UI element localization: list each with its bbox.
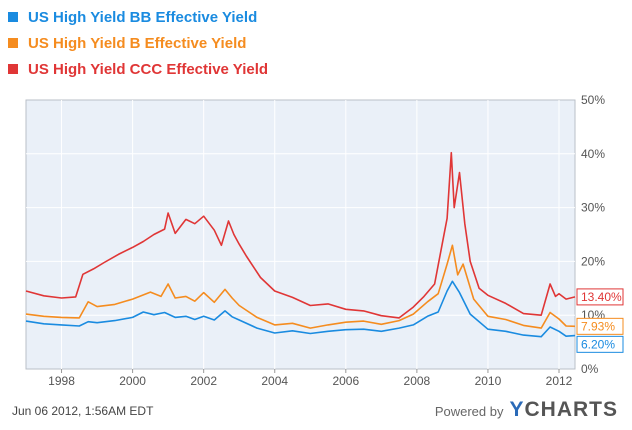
- y-tick-label: 40%: [581, 147, 605, 161]
- x-tick-label: 2002: [190, 374, 217, 388]
- powered-by-ycharts[interactable]: Powered by YCHARTS: [435, 398, 618, 422]
- ycharts-logo: YCHARTS: [509, 398, 618, 422]
- legend-label-b: US High Yield B Effective Yield: [28, 34, 247, 52]
- last-value-label-1: 7.93%: [581, 319, 615, 333]
- legend-label-ccc: US High Yield CCC Effective Yield: [28, 60, 269, 78]
- y-tick-label: 20%: [581, 254, 605, 268]
- ycharts-logo-y: Y: [509, 398, 525, 421]
- legend-swatch-bb: [8, 12, 18, 22]
- y-tick-label: 50%: [581, 93, 605, 107]
- x-tick-label: 2008: [404, 374, 431, 388]
- chart-legend: US High Yield BB Effective Yield US High…: [8, 4, 268, 82]
- last-value-badge-0: [576, 335, 624, 353]
- legend-swatch-b: [8, 38, 18, 48]
- series-line-0: [25, 280, 576, 338]
- y-tick-label: 30%: [581, 201, 605, 215]
- last-value-badge-1: [576, 317, 624, 335]
- x-tick-label: 2012: [546, 374, 573, 388]
- last-value-label-0: 6.20%: [581, 337, 615, 351]
- last-value-label-2: 13.40%: [581, 290, 622, 304]
- y-tick-label: 0%: [581, 362, 599, 376]
- x-tick-label: 2004: [261, 374, 288, 388]
- legend-item-bb[interactable]: US High Yield BB Effective Yield: [8, 4, 268, 30]
- ycharts-logo-text: CHARTS: [524, 398, 618, 421]
- legend-item-b[interactable]: US High Yield B Effective Yield: [8, 30, 268, 56]
- series-line-2: [25, 151, 576, 319]
- x-tick-label: 2010: [475, 374, 502, 388]
- legend-label-bb: US High Yield BB Effective Yield: [28, 8, 258, 26]
- x-tick-label: 1998: [48, 374, 75, 388]
- legend-item-ccc[interactable]: US High Yield CCC Effective Yield: [8, 56, 268, 82]
- chart-timestamp: Jun 06 2012, 1:56AM EDT: [12, 404, 154, 418]
- series-line-1: [25, 244, 576, 329]
- plot-area: [25, 99, 576, 370]
- x-tick-label: 2000: [119, 374, 146, 388]
- last-value-badge-2: [576, 288, 624, 306]
- legend-swatch-ccc: [8, 64, 18, 74]
- x-tick-label: 2006: [332, 374, 359, 388]
- powered-by-label: Powered by: [434, 404, 504, 419]
